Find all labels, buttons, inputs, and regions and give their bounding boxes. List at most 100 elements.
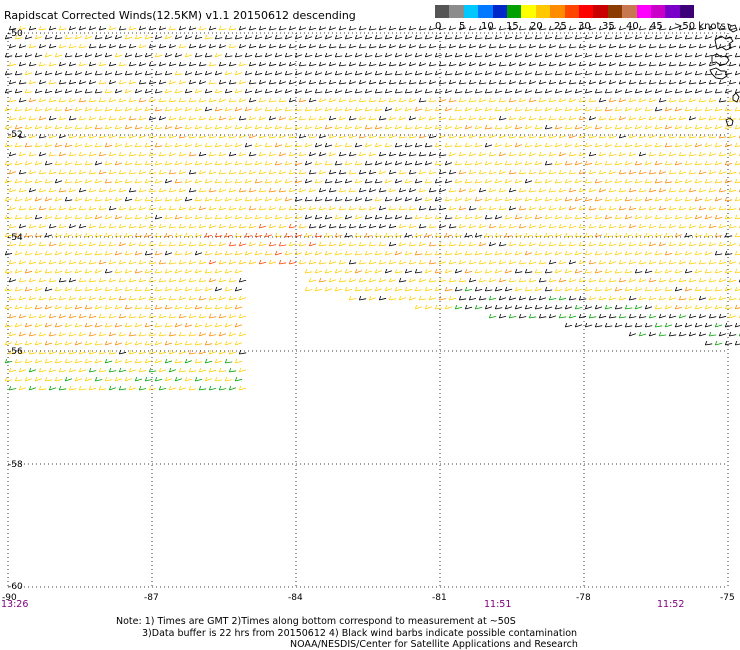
wind-barb [88, 385, 97, 391]
wind-barb [494, 286, 503, 292]
wind-barb [308, 151, 317, 157]
wind-barb [38, 25, 47, 31]
wind-barb [418, 277, 427, 283]
wind-barb [644, 106, 653, 112]
wind-barb [388, 61, 397, 67]
wind-barb [408, 295, 417, 301]
wind-barb [248, 25, 257, 31]
wind-barb [694, 304, 703, 310]
wind-barb [578, 25, 587, 31]
wind-barb [34, 340, 43, 346]
wind-barb [588, 79, 597, 85]
wind-barb [4, 88, 13, 94]
wind-barb [284, 196, 293, 202]
wind-barb [524, 160, 533, 166]
wind-barb [8, 133, 17, 139]
wind-barb [674, 214, 683, 220]
wind-barb [344, 88, 353, 94]
wind-barb [324, 106, 333, 112]
wind-barb [238, 223, 247, 229]
wind-barb [158, 25, 167, 31]
wind-barb [608, 151, 617, 157]
wind-barb [144, 106, 153, 112]
wind-barb [38, 187, 47, 193]
wind-barb [184, 124, 193, 130]
wind-barb [498, 241, 507, 247]
wind-barb [378, 43, 387, 49]
wind-barb [658, 25, 667, 31]
wind-barb [594, 250, 603, 256]
wind-barb [494, 88, 503, 94]
wind-barb [88, 151, 97, 157]
wind-barb [124, 304, 133, 310]
wind-barb [534, 106, 543, 112]
wind-barb [428, 151, 437, 157]
wind-barb [394, 160, 403, 166]
wind-barb [18, 205, 27, 211]
legend-tick-0: 0 [435, 21, 442, 32]
wind-barb [154, 124, 163, 130]
wind-barb [548, 169, 557, 175]
wind-barb [618, 79, 627, 85]
wind-barb [678, 259, 687, 265]
wind-barb [668, 187, 677, 193]
wind-barb [64, 142, 73, 148]
wind-barb [444, 142, 453, 148]
wind-barb [248, 223, 257, 229]
wind-barb [458, 43, 467, 49]
wind-barb [54, 124, 63, 130]
wind-barb [258, 223, 267, 229]
wind-barb [564, 178, 573, 184]
wind-barb [574, 214, 583, 220]
wind-barb [98, 367, 107, 373]
wind-barb [364, 250, 373, 256]
wind-barb [18, 241, 27, 247]
wind-barb [94, 250, 103, 256]
wind-barb [104, 124, 113, 130]
wind-barbs [4, 25, 740, 391]
wind-barb [114, 178, 123, 184]
wind-barb [24, 358, 33, 364]
wind-barb [238, 259, 247, 265]
wind-barb [234, 124, 243, 130]
wind-barb [418, 79, 427, 85]
wind-barb [514, 250, 523, 256]
wind-barb [38, 277, 47, 283]
wind-barb [188, 79, 197, 85]
wind-barb [518, 277, 527, 283]
wind-barb [564, 268, 573, 274]
wind-barb [604, 160, 613, 166]
wind-barb [94, 106, 103, 112]
wind-barb [378, 295, 387, 301]
wind-barb [198, 367, 207, 373]
wind-barb [24, 376, 33, 382]
wind-barb [394, 88, 403, 94]
wind-barb [304, 178, 313, 184]
wind-barb [174, 214, 183, 220]
wind-barb [714, 250, 723, 256]
wind-barb [364, 70, 373, 76]
wind-barb [534, 250, 543, 256]
wind-barb [588, 169, 597, 175]
wind-barb [28, 241, 37, 247]
wind-barb [8, 205, 17, 211]
wind-barb [184, 106, 193, 112]
wind-barb [188, 25, 197, 31]
wind-barb [594, 160, 603, 166]
wind-barb [48, 115, 57, 121]
wind-barb [324, 34, 333, 40]
wind-barb [484, 250, 493, 256]
wind-barb [468, 259, 477, 265]
wind-barb [548, 61, 557, 67]
wind-barb [654, 304, 663, 310]
wind-barb [474, 142, 483, 148]
wind-barb [464, 88, 473, 94]
wind-barb [578, 205, 587, 211]
wind-barb [378, 61, 387, 67]
wind-barb [718, 313, 727, 319]
wind-barb [224, 52, 233, 58]
wind-barb [654, 322, 663, 328]
wind-barb [204, 124, 213, 130]
wind-barb [224, 340, 233, 346]
wind-barb [278, 223, 287, 229]
